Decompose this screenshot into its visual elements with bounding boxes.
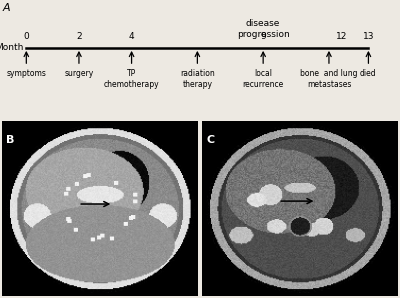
Text: 4: 4: [129, 32, 134, 41]
Text: died: died: [360, 69, 377, 78]
Text: 0: 0: [24, 32, 29, 41]
Text: surgery: surgery: [64, 69, 94, 78]
Text: A: A: [3, 3, 10, 13]
Text: Month: Month: [0, 44, 24, 52]
Text: C: C: [206, 135, 214, 145]
Text: 12: 12: [336, 32, 348, 41]
Text: 13: 13: [363, 32, 374, 41]
Text: local
recurrence: local recurrence: [242, 69, 284, 89]
Text: TP
chemotherapy: TP chemotherapy: [104, 69, 159, 89]
Text: 9: 9: [260, 32, 266, 41]
Text: disease
progression: disease progression: [237, 19, 290, 39]
Text: B: B: [6, 135, 15, 145]
Text: bone  and lung
metastases: bone and lung metastases: [300, 69, 358, 89]
Text: symptoms: symptoms: [6, 69, 46, 78]
Text: 2: 2: [76, 32, 82, 41]
Text: radiation
therapy: radiation therapy: [180, 69, 215, 89]
